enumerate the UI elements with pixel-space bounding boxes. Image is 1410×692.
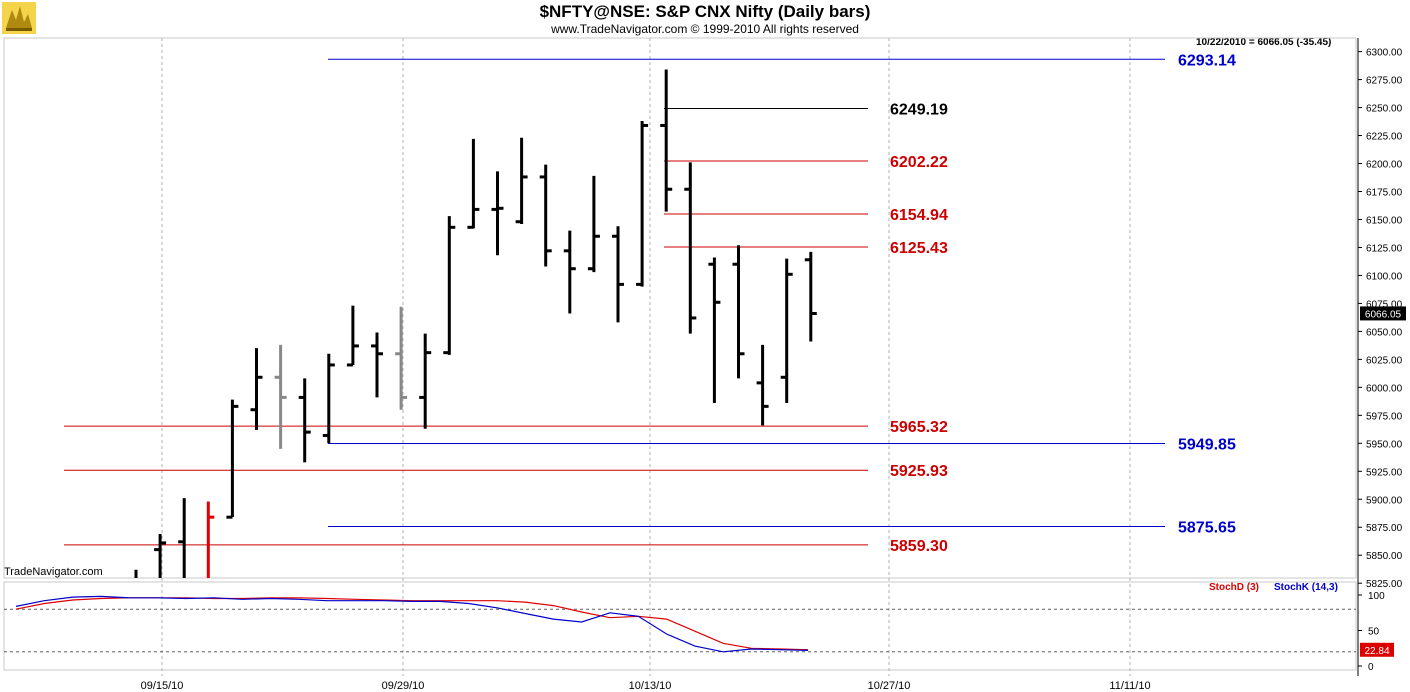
- osc-y-tick-label: 0: [1368, 662, 1374, 673]
- y-tick-label: 5875.00: [1366, 523, 1403, 534]
- price-panel-frame: [3, 37, 1357, 579]
- stochD-line: [15, 597, 809, 651]
- y-tick-label: 5825.00: [1366, 579, 1403, 590]
- x-tick-label: 10/27/10: [868, 680, 911, 692]
- osc-last-value-label: 22.84: [1364, 646, 1389, 657]
- last-bar-info: 10/22/2010 = 6066.05 (-35.45): [1196, 37, 1332, 48]
- oscillator-legend-entry: StochK (14,3): [1274, 582, 1338, 593]
- osc-y-tick-label: 50: [1368, 627, 1380, 638]
- x-tick-label: 09/15/10: [141, 680, 184, 692]
- y-tick-label: 6250.00: [1366, 104, 1403, 115]
- tradenavigator-logo: [2, 2, 36, 34]
- y-tick-label: 5850.00: [1366, 551, 1403, 562]
- y-tick-label: 6075.00: [1366, 299, 1403, 310]
- oscillator-legend-entry: StochD (3): [1209, 582, 1259, 593]
- y-tick-label: 6225.00: [1366, 132, 1403, 143]
- last-price-label: 6066.05: [1365, 309, 1402, 320]
- x-tick-label: 09/29/10: [382, 680, 425, 692]
- y-tick-label: 6200.00: [1366, 160, 1403, 171]
- y-tick-label: 5925.00: [1366, 467, 1403, 478]
- source-label: TradeNavigator.com: [4, 566, 103, 578]
- y-tick-label: 5900.00: [1366, 495, 1403, 506]
- y-tick-label: 6025.00: [1366, 355, 1403, 366]
- y-tick-label: 6050.00: [1366, 327, 1403, 338]
- level-label: 5859.30: [890, 538, 948, 555]
- oscillator-panel-frame: [3, 581, 1357, 671]
- y-tick-label: 5975.00: [1366, 411, 1403, 422]
- level-label: 5965.32: [890, 419, 948, 436]
- y-tick-label: 6150.00: [1366, 215, 1403, 226]
- y-tick-label: 5950.00: [1366, 439, 1403, 450]
- osc-last-value-box: [1360, 642, 1394, 657]
- level-label: 6293.14: [1178, 52, 1236, 69]
- level-label: 6249.19: [890, 101, 948, 118]
- x-tick-label: 10/13/10: [629, 680, 672, 692]
- stochK-line: [15, 595, 809, 653]
- level-label: 5925.93: [890, 463, 948, 480]
- level-label: 6125.43: [890, 240, 948, 257]
- level-label: 6202.22: [890, 154, 948, 171]
- chart-title: $NFTY@NSE: S&P CNX Nifty (Daily bars): [539, 2, 871, 21]
- y-tick-label: 6125.00: [1366, 243, 1403, 254]
- last-price-box: [1360, 306, 1406, 321]
- x-tick-label: 11/11/10: [1109, 680, 1150, 692]
- y-tick-label: 6275.00: [1366, 76, 1403, 87]
- copyright-text: www.TradeNavigator.com © 1999-2010 All r…: [551, 22, 859, 36]
- osc-y-tick-label: 100: [1368, 591, 1385, 602]
- level-label: 5875.65: [1178, 520, 1236, 537]
- level-label: 6154.94: [890, 207, 948, 224]
- y-tick-label: 6100.00: [1366, 271, 1403, 282]
- y-tick-label: 6175.00: [1366, 187, 1403, 198]
- y-tick-label: 6300.00: [1366, 48, 1403, 59]
- y-tick-label: 6000.00: [1366, 383, 1403, 394]
- level-label: 5949.85: [1178, 436, 1236, 453]
